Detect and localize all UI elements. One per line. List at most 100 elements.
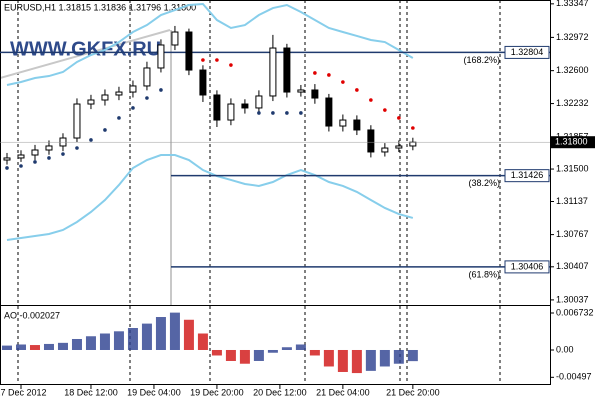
y-tick-label: 1.31137 bbox=[556, 196, 588, 206]
y-tick-label: 1.33347 bbox=[556, 0, 589, 8]
x-tick-label: 21 Dec 04:00 bbox=[316, 387, 370, 397]
last-price-label: 1.31800 bbox=[555, 137, 588, 147]
fib-label: 1.32804 bbox=[511, 47, 544, 57]
ao-bar bbox=[29, 345, 40, 350]
candle-body bbox=[283, 47, 291, 93]
candle-body bbox=[129, 85, 137, 93]
ao-bar bbox=[113, 331, 124, 350]
ao-bar bbox=[57, 342, 68, 350]
chart-title: EURUSD,H1 1.31815 1.31836 1.31796 1.3180… bbox=[4, 2, 196, 12]
fib-label: 1.31426 bbox=[511, 170, 544, 180]
sar-dot bbox=[33, 160, 37, 164]
sar-dot bbox=[229, 63, 233, 67]
indicator-label: AO -0.002027 bbox=[4, 310, 60, 320]
candle-body bbox=[171, 31, 179, 46]
ao-bar bbox=[99, 333, 110, 350]
ao-bar bbox=[211, 349, 222, 356]
sar-dot bbox=[397, 116, 401, 120]
ao-bar bbox=[337, 349, 348, 372]
ao-bar bbox=[267, 349, 278, 353]
y-tick-label: 0.006732 bbox=[556, 307, 594, 317]
candle-body bbox=[269, 47, 277, 97]
ao-bar bbox=[379, 349, 390, 367]
sar-dot bbox=[271, 111, 275, 115]
sar-dot bbox=[215, 58, 219, 62]
y-tick-label: 1.32232 bbox=[556, 98, 589, 108]
ao-bar bbox=[127, 328, 138, 350]
candle-body bbox=[87, 99, 95, 105]
candle-body bbox=[157, 44, 165, 69]
y-tick-label: 1.30407 bbox=[556, 261, 589, 271]
x-tick-label: 20 Dec 12:00 bbox=[253, 387, 307, 397]
ao-bar bbox=[155, 317, 166, 350]
sar-dot bbox=[327, 73, 331, 77]
fib-label: 1.30406 bbox=[511, 261, 544, 271]
candle-body bbox=[101, 94, 109, 101]
candle-body bbox=[395, 145, 403, 149]
ao-bar bbox=[323, 349, 334, 367]
candle-body bbox=[73, 103, 81, 139]
x-tick-label: 19 Dec 20:00 bbox=[190, 387, 244, 397]
candle-body bbox=[409, 141, 417, 147]
candle-body bbox=[339, 119, 347, 127]
ao-bar bbox=[225, 349, 236, 361]
frame bbox=[0, 0, 551, 385]
candle-body bbox=[353, 119, 361, 131]
last-price-box bbox=[551, 136, 595, 149]
ao-bar bbox=[197, 333, 208, 350]
sar-dot bbox=[201, 58, 205, 62]
candle-body bbox=[143, 67, 151, 87]
x-tick-label: 17 Dec 2012 bbox=[0, 387, 47, 397]
fib-label-box bbox=[504, 45, 550, 59]
sar-dot bbox=[159, 88, 163, 92]
x-tick-label: 19 Dec 04:00 bbox=[127, 387, 181, 397]
y-tick-label: -0.00497 bbox=[556, 372, 592, 382]
ao-bar bbox=[253, 349, 264, 361]
y-tick-label: 1.30037 bbox=[556, 294, 589, 304]
sar-dot bbox=[299, 111, 303, 115]
sar-dot bbox=[341, 80, 345, 84]
trend-line bbox=[0, 29, 171, 79]
y-tick-label: 1.32600 bbox=[556, 65, 589, 75]
candle-body bbox=[241, 103, 249, 109]
band-upper bbox=[6, 2, 414, 86]
y-tick-label: 0.00 bbox=[556, 344, 574, 354]
x-tick-label: 18 Dec 12:00 bbox=[64, 387, 118, 397]
sar-dot bbox=[285, 111, 289, 115]
sar-dot bbox=[19, 164, 23, 168]
ao-bar bbox=[309, 349, 320, 356]
sar-dot bbox=[369, 98, 373, 102]
candle-body bbox=[381, 147, 389, 153]
sar-dot bbox=[75, 146, 79, 150]
fib-label-box bbox=[504, 260, 550, 274]
watermark: WWW.GKFX.RU bbox=[10, 38, 161, 60]
sar-dot bbox=[47, 156, 51, 160]
ao-bar bbox=[85, 336, 96, 350]
candle-body bbox=[213, 94, 221, 121]
candle-body bbox=[255, 95, 263, 109]
sar-dot bbox=[117, 116, 121, 120]
sar-dot bbox=[383, 108, 387, 112]
ao-bar bbox=[239, 349, 250, 364]
ao-bar bbox=[393, 349, 404, 364]
ao-bar bbox=[1, 345, 12, 350]
fib-ratio: (38.2%) bbox=[468, 178, 500, 188]
sar-dot bbox=[61, 152, 65, 156]
ao-bar bbox=[15, 344, 26, 350]
sar-dot bbox=[89, 138, 93, 142]
sar-dot bbox=[355, 88, 359, 92]
candle-body bbox=[3, 157, 11, 161]
sar-dot bbox=[257, 111, 261, 115]
candle-body bbox=[227, 103, 235, 121]
y-tick-label: 1.31500 bbox=[556, 163, 589, 173]
candle-body bbox=[31, 149, 39, 156]
ao-bar bbox=[71, 338, 82, 350]
ao-bar bbox=[365, 349, 376, 371]
sar-dot bbox=[411, 126, 415, 130]
candle-body bbox=[17, 154, 25, 159]
ao-bar bbox=[43, 343, 54, 350]
ao-bar bbox=[407, 349, 418, 362]
candle-body bbox=[367, 129, 375, 153]
